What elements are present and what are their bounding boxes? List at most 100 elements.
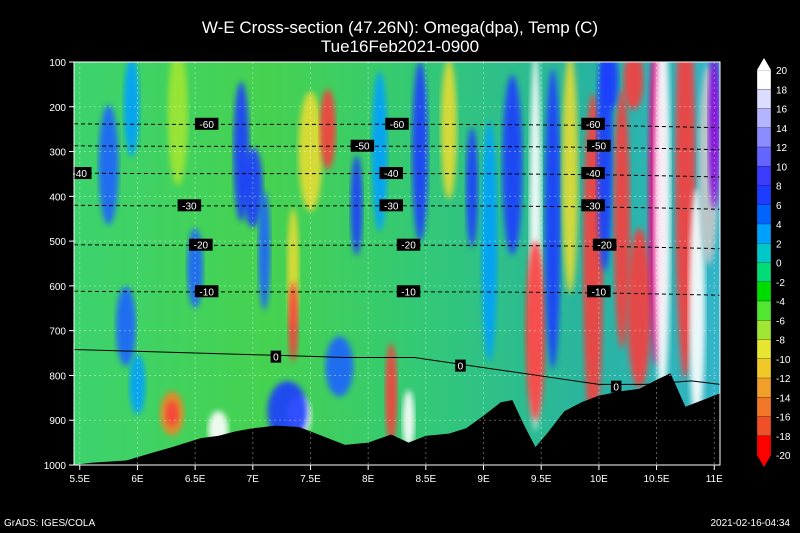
y-tick-label-3: 400 (49, 192, 66, 203)
contour-label-bg-2-2 (581, 167, 605, 180)
omega-region-6 (319, 89, 336, 170)
omega-region-34 (166, 401, 179, 426)
y-tick-label-9: 1000 (44, 461, 67, 472)
omega-region-5 (298, 91, 323, 212)
omega-region-13 (440, 62, 457, 200)
colorbar-label-15: -10 (776, 355, 791, 366)
colorbar-label-16: -12 (776, 374, 791, 385)
omega-region-31 (623, 62, 644, 110)
x-tick-label-1: 6E (131, 474, 144, 485)
contour-label-bg-4-2 (592, 238, 617, 251)
contour-label-bg-6-0 (270, 350, 282, 363)
colorbar-label-19: -18 (776, 432, 791, 443)
colorbar-swatch-16 (756, 377, 772, 398)
omega-region-12 (412, 62, 429, 242)
contour-label-4-1: -20 (401, 241, 416, 252)
y-tick-label-5: 600 (49, 282, 66, 293)
colorbar-swatch-6 (756, 185, 772, 206)
contour-label-bg-5-1 (396, 285, 421, 298)
colorbar-bottom-arrow (757, 455, 771, 467)
colorbar-label-2: 16 (776, 105, 788, 116)
contour-label-bg-2-1 (379, 167, 403, 180)
colorbar-swatch-12 (756, 300, 772, 321)
omega-region-40 (115, 286, 136, 367)
x-tick-label-2: 6.5E (185, 474, 206, 485)
colorbar-label-7: 6 (776, 201, 782, 212)
colorbar-swatch-4 (756, 146, 772, 167)
x-tick-label-10: 10.5E (643, 474, 669, 485)
contour-label-1-0: -50 (355, 142, 370, 153)
timestamp-text: 2021-02-16-04:34 (710, 518, 790, 529)
contour-label-bg-3-2 (581, 199, 605, 212)
chart-subtitle: Tue16Feb2021-0900 (320, 37, 480, 56)
colorbar-swatch-14 (756, 339, 772, 360)
contour-label-3-2: -30 (586, 201, 601, 212)
contour-label-bg-6-2 (610, 380, 622, 393)
contour-label-2-1: -40 (384, 169, 399, 180)
contour-label-5-2: -10 (592, 287, 607, 298)
contour-label-6-0: 0 (273, 353, 279, 364)
omega-region-24 (627, 228, 652, 389)
omega-region-2 (167, 62, 188, 186)
colorbar-swatch-7 (756, 204, 772, 225)
colorbar-swatch-10 (756, 262, 772, 283)
omega-region-9 (258, 190, 271, 311)
x-tick-label-5: 8E (362, 474, 375, 485)
temp-contour-0 (73, 123, 721, 129)
omega-region-15 (481, 121, 498, 362)
colorbar-label-4: 12 (776, 143, 788, 154)
contour-label-5-0: -10 (199, 287, 214, 298)
omega-region-0 (98, 104, 119, 225)
colorbar-swatch-5 (756, 166, 772, 187)
colorbar-label-11: -2 (776, 278, 785, 289)
colorbar-top-arrow (757, 58, 771, 70)
x-tick-label-6: 8.5E (416, 474, 437, 485)
omega-region-16 (502, 74, 523, 255)
contour-label-4-2: -20 (597, 241, 612, 252)
temp-contour-5 (73, 290, 721, 296)
colorbar-label-18: -16 (776, 413, 791, 424)
colorbar-label-20: -20 (776, 451, 791, 462)
colorbar-label-10: 0 (776, 259, 782, 270)
omega-region-39 (402, 390, 415, 451)
plot-area (74, 62, 720, 465)
x-tick-label-3: 7E (247, 474, 260, 485)
colorbar-swatch-19 (756, 435, 772, 456)
temp-contour-6 (73, 348, 721, 385)
y-tick-label-6: 700 (49, 327, 66, 338)
x-tick-label-0: 5.5E (69, 474, 90, 485)
colorbar-swatch-1 (756, 89, 772, 110)
chart-title: W-E Cross-section (47.26N): Omega(dpa), … (201, 18, 599, 37)
contour-label-6-1: 0 (458, 362, 464, 373)
plot-border (73, 61, 721, 466)
omega-region-38 (385, 343, 398, 444)
contour-label-bg-4-0 (189, 238, 213, 251)
credit-text: GrADS: IGES/COLA (4, 518, 96, 529)
colorbar-swatch-9 (756, 243, 772, 264)
x-tick-label-11: 11E (706, 474, 723, 485)
omega-region-20 (562, 62, 579, 294)
colorbar-swatch-11 (756, 281, 772, 302)
y-tick-label-8: 900 (49, 416, 66, 427)
contour-label-bg-1-0 (350, 139, 375, 152)
colorbar-swatch-3 (756, 127, 772, 148)
contour-label-bg-0-2 (581, 117, 605, 130)
omega-region-42 (129, 354, 146, 415)
contour-label-5-1: -10 (401, 287, 416, 298)
omega-region-23 (613, 88, 630, 349)
contour-label-0-2: -60 (586, 120, 601, 131)
colorbar-label-1: 18 (776, 85, 788, 96)
contour-label-bg-1-1 (587, 139, 611, 152)
x-tick-label-8: 9.5E (531, 474, 552, 485)
contour-label-bg-0-0 (194, 117, 219, 130)
y-tick-label-7: 800 (49, 371, 66, 382)
x-tick-label-4: 7.5E (300, 474, 321, 485)
omega-region-22 (596, 62, 613, 272)
colorbar-label-14: -8 (776, 336, 785, 347)
contour-label-3-0: -30 (182, 201, 197, 212)
overlay: -60 -60 -60 -50 -50 -40 -40 -40 -30 -30 -30 -20 -20 -… (68, 61, 721, 466)
colorbar-label-17: -14 (776, 393, 791, 404)
contour-label-bg-4-1 (396, 238, 421, 251)
omega-region-32 (602, 62, 619, 110)
colorbar-label-0: 20 (776, 66, 788, 77)
